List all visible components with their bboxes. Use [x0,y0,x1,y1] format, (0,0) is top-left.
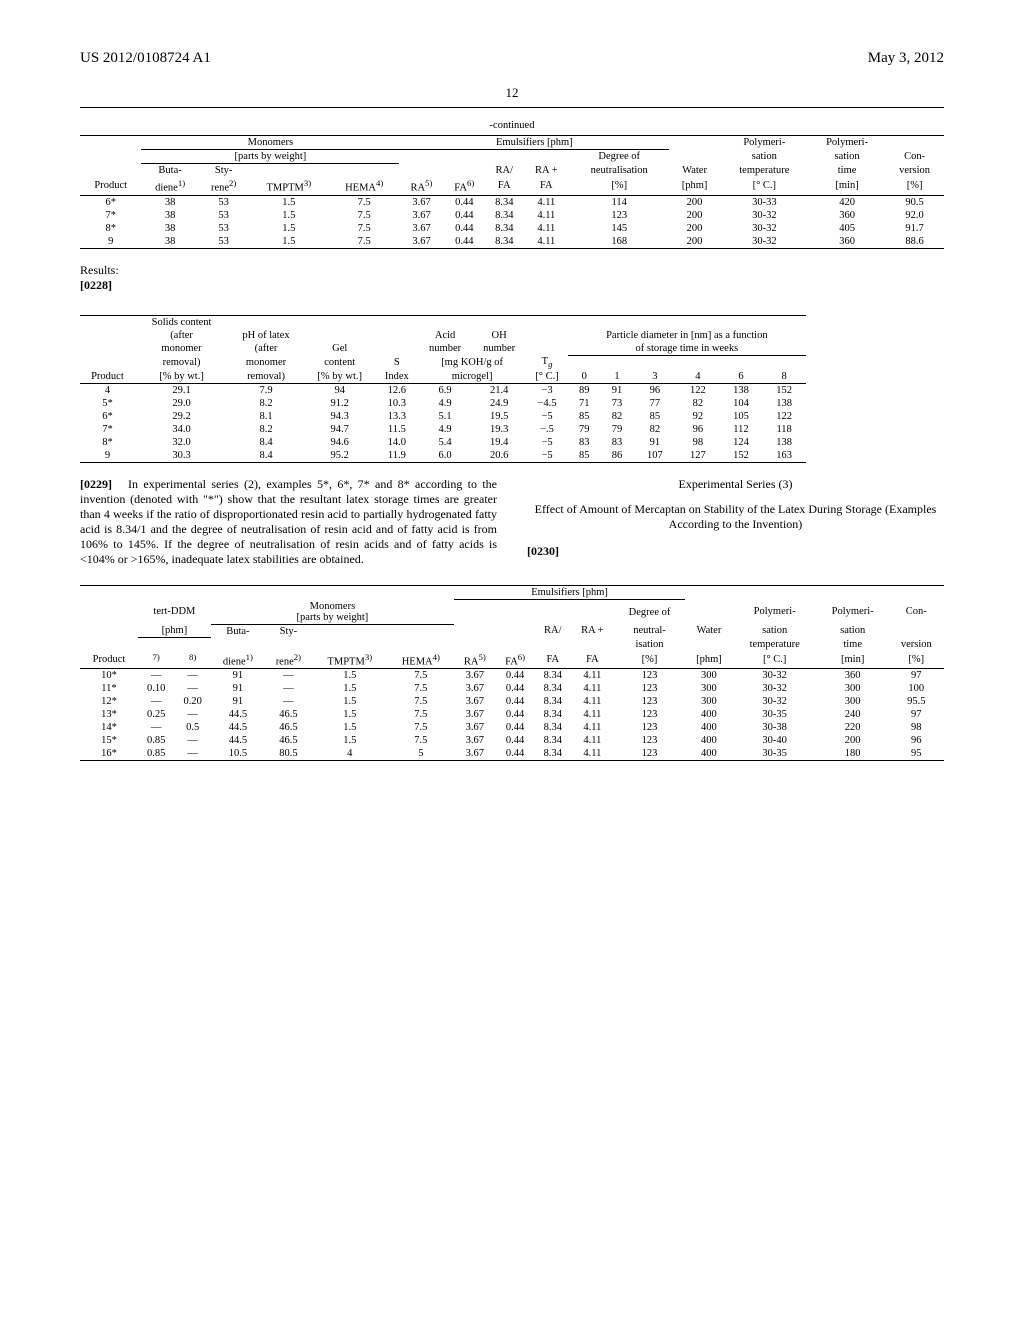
table3: Emulsifiers [phm] tert-DDM Monomers[part… [80,585,944,761]
t1-group-emuls: Emulsifiers [phm] [399,136,669,150]
doc-date: May 3, 2012 [868,50,944,67]
table-row: 7*34.08.294.711.54.919.3−.57979829611211… [80,423,806,436]
table-row: 8*38531.57.53.670.448.344.1114520030-324… [80,222,944,235]
two-column-text: [0229] In experimental series (2), examp… [80,477,944,567]
page-number: 12 [80,85,944,101]
table-row: 429.17.99412.66.921.4−3899196122138152 [80,384,806,398]
table2: Solids content (after pH of latex Acid O… [80,315,806,464]
t1-group-monomers: Monomers [141,136,399,150]
table-row: 6*38531.57.53.670.448.344.1111420030-334… [80,195,944,209]
table1-caption: -continued [80,110,944,131]
results-label: Results: [80,263,119,277]
table-row: 14*—0.544.546.51.57.53.670.448.344.11123… [80,721,944,734]
table-row: 930.38.495.211.96.020.6−5858610712715216… [80,449,806,463]
table-row: 13*0.25—44.546.51.57.53.670.448.344.1112… [80,708,944,721]
table-row: 7*38531.57.53.670.448.344.1112320030-323… [80,209,944,222]
table-row: 10*——91—1.57.53.670.448.344.1112330030-3… [80,669,944,683]
page-header: US 2012/0108724 A1 May 3, 2012 [80,50,944,67]
table-row: 938531.57.53.670.448.344.1116820030-3236… [80,235,944,249]
table-row: 12*—0.2091—1.57.53.670.448.344.111233003… [80,695,944,708]
table-row: 8*32.08.494.614.05.419.4−583839198124138 [80,436,806,449]
table1: Monomers Emulsifiers [phm] Polymeri- Pol… [80,135,944,249]
doc-number: US 2012/0108724 A1 [80,50,211,67]
results-block: Results: [0228] [80,263,944,293]
col-left: [0229] In experimental series (2), examp… [80,477,497,567]
results-num: [0228] [80,278,112,292]
table-row: 6*29.28.194.313.35.119.5−585828592105122 [80,410,806,423]
table-row: 11*0.10—91—1.57.53.670.448.344.111233003… [80,682,944,695]
col-right: Experimental Series (3) Effect of Amount… [527,477,944,567]
table-row: 16*0.85—10.580.5453.670.448.344.11123400… [80,747,944,761]
header-rule [80,107,944,108]
table-row: 5*29.08.291.210.34.924.9−4.5717377821041… [80,397,806,410]
table-row: 15*0.85—44.546.51.57.53.670.448.344.1112… [80,734,944,747]
